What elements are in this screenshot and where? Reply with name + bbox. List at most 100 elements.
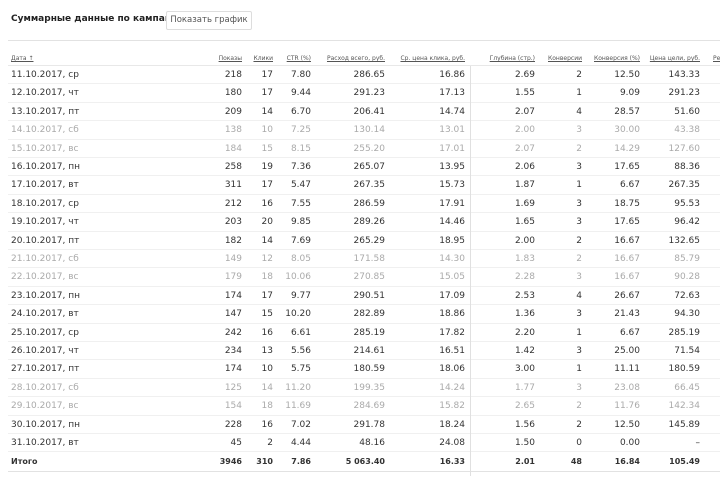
value-cell: 2.20: [514, 327, 535, 338]
value-cell: 17.09: [439, 290, 465, 301]
date-cell: 11.10.2017, ср: [11, 70, 79, 80]
value-cell: 2: [576, 419, 582, 430]
value-cell: 5.56: [290, 346, 311, 356]
column-header-3[interactable]: CTR (%): [286, 55, 311, 62]
value-cell: 285.19: [668, 327, 701, 338]
column-header-0[interactable]: Дата ↑: [11, 55, 34, 62]
table-row: 14.10.2017, сб 138 10 7.25 130.14 13.01 2.00 3 3…: [8, 121, 720, 140]
value-cell: 174: [224, 290, 242, 301]
value-cell: 127.60: [668, 143, 701, 154]
value-cell: 11.76: [614, 401, 640, 412]
show-chart-button[interactable]: Показать график: [166, 11, 252, 30]
total-value-cell: 48: [570, 457, 582, 467]
value-cell: 182: [224, 235, 242, 246]
table-row: 18.10.2017, ср 212 16 7.55 286.59 17.91 1.69 3 1…: [8, 195, 720, 214]
column-header-7[interactable]: Конверсии: [548, 55, 582, 62]
column-header-6[interactable]: Глубина (стр.): [489, 55, 535, 62]
value-cell: 7.25: [290, 125, 311, 136]
value-cell: 72.63: [674, 290, 700, 301]
value-cell: 10: [261, 125, 273, 136]
table-row: 24.10.2017, вт 147 15 10.20 282.89 18.86 1.36 3…: [8, 305, 720, 324]
date-cell: 14.10.2017, сб: [11, 125, 79, 136]
value-cell: 17.65: [614, 217, 640, 228]
column-header-2[interactable]: Клики: [253, 55, 273, 62]
table-row: 22.10.2017, вс 179 18 10.06 270.85 15.05 2.28 3…: [8, 268, 720, 287]
value-cell: 143.33: [668, 70, 701, 80]
value-cell: 14.74: [439, 106, 465, 117]
value-cell: 12: [261, 254, 273, 264]
value-cell: 284.69: [353, 401, 386, 412]
value-cell: 6.67: [619, 327, 640, 338]
value-cell: 9.44: [290, 88, 311, 99]
value-cell: 96.42: [674, 217, 700, 228]
value-cell: 228: [224, 419, 242, 430]
value-cell: 90.28: [674, 272, 700, 283]
value-cell: 11.20: [285, 382, 311, 393]
value-cell: 11.69: [285, 401, 311, 412]
value-cell: 242: [224, 327, 242, 338]
value-cell: 3: [576, 382, 582, 393]
value-cell: 3.00: [514, 364, 535, 375]
value-cell: 95.53: [674, 198, 700, 209]
column-header-5[interactable]: Ср. цена клика, руб.: [400, 55, 465, 62]
value-cell: 15: [261, 143, 273, 154]
value-cell: 212: [224, 198, 242, 209]
value-cell: 1: [576, 180, 582, 191]
value-cell: 1: [576, 364, 582, 375]
value-cell: 17.13: [439, 88, 465, 99]
value-cell: 10.06: [285, 272, 311, 283]
value-cell: 14: [261, 382, 273, 393]
column-header-1[interactable]: Показы: [218, 55, 242, 62]
value-cell: 23.08: [614, 382, 640, 393]
value-cell: 7.36: [290, 162, 311, 172]
value-cell: 125: [224, 382, 242, 393]
value-cell: 14.46: [439, 217, 465, 228]
value-cell: 17: [261, 290, 273, 301]
date-cell: 13.10.2017, пт: [11, 106, 80, 117]
value-cell: 2.65: [514, 401, 535, 412]
value-cell: 2.00: [514, 235, 535, 246]
value-cell: 10.20: [285, 309, 311, 320]
column-header-9[interactable]: Цена цели, руб.: [649, 55, 700, 62]
value-cell: 3: [576, 272, 582, 283]
column-header-10[interactable]: Ре: [713, 55, 720, 62]
value-cell: 20: [261, 217, 273, 228]
column-header-4[interactable]: Расход всего, руб.: [326, 55, 385, 62]
value-cell: 13.01: [439, 125, 465, 136]
value-cell: 234: [224, 346, 242, 356]
value-cell: 5.75: [290, 364, 311, 375]
date-cell: 24.10.2017, вт: [11, 309, 79, 320]
value-cell: 311: [224, 180, 242, 191]
value-cell: 265.29: [353, 235, 386, 246]
value-cell: 2.28: [514, 272, 535, 283]
value-cell: 171.58: [353, 254, 386, 264]
column-divider: [470, 66, 471, 476]
total-value-cell: 105.49: [669, 457, 700, 467]
date-cell: 19.10.2017, чт: [11, 217, 79, 228]
value-cell: 1.83: [514, 254, 535, 264]
value-cell: 26.67: [614, 290, 640, 301]
value-cell: 267.35: [668, 180, 701, 191]
value-cell: 51.60: [674, 106, 700, 117]
value-cell: 3: [576, 346, 582, 356]
value-cell: 24.08: [439, 438, 465, 448]
value-cell: 13.95: [439, 162, 465, 172]
value-cell: 18.06: [439, 364, 465, 375]
value-cell: 13: [261, 346, 273, 356]
table-row: 17.10.2017, вт 311 17 5.47 267.35 15.73 1.87 1 6…: [8, 176, 720, 195]
value-cell: 18.95: [439, 235, 465, 246]
value-cell: 85.79: [674, 254, 700, 264]
column-header-8[interactable]: Конверсия (%): [594, 55, 640, 62]
value-cell: 179: [224, 272, 242, 283]
total-value-cell: 2.01: [515, 457, 535, 467]
value-cell: 18.24: [439, 419, 465, 430]
value-cell: 3: [576, 309, 582, 320]
value-cell: 14.29: [614, 143, 640, 154]
value-cell: 1.56: [514, 419, 535, 430]
value-cell: 17.01: [439, 143, 465, 154]
value-cell: 18: [261, 401, 273, 412]
value-cell: 16.67: [614, 272, 640, 283]
value-cell: 43.38: [674, 125, 700, 136]
table-row: 25.10.2017, ср 242 16 6.61 285.19 17.82 2.20 1 6…: [8, 324, 720, 342]
divider: [8, 40, 720, 41]
